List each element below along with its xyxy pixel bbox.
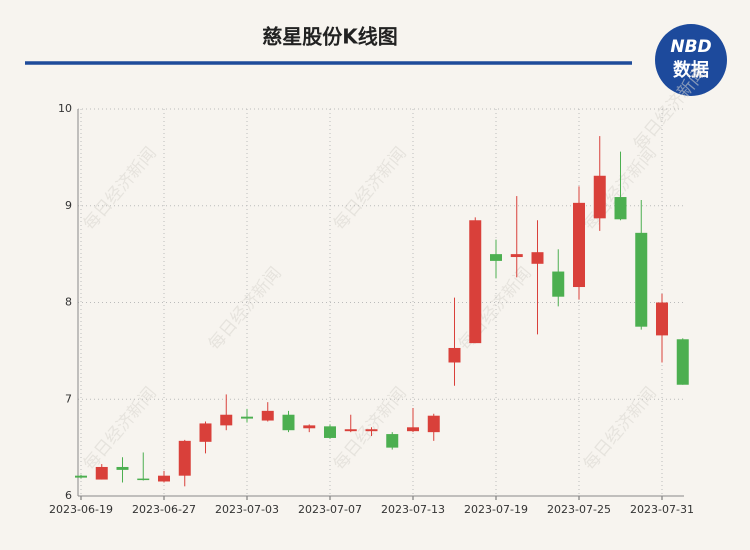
x-tick-label: 2023-07-19	[464, 503, 528, 516]
candle-body	[635, 232, 648, 327]
candle-body	[510, 254, 523, 258]
candle-body	[656, 302, 668, 336]
y-tick-label: 7	[65, 392, 72, 405]
candle-body	[282, 414, 295, 431]
candle-body	[552, 271, 565, 297]
x-tick-label: 2023-07-07	[298, 503, 362, 516]
candle-body	[75, 475, 87, 478]
candle-body	[116, 466, 129, 470]
candle-body	[407, 427, 419, 432]
candle-body	[531, 252, 544, 264]
candle-body	[448, 347, 461, 363]
y-tick-label: 8	[65, 296, 72, 309]
logo-circle	[655, 24, 727, 96]
x-tick-label: 2023-07-03	[215, 503, 279, 516]
candle-body	[241, 416, 253, 419]
y-tick-label: 10	[58, 102, 72, 115]
y-tick-label: 6	[65, 489, 72, 502]
candle-body	[344, 429, 357, 432]
candle-body	[178, 440, 191, 476]
candle-body	[573, 202, 585, 288]
candle-body	[469, 220, 482, 344]
x-tick-label: 2023-07-31	[630, 503, 694, 516]
candle-body	[386, 434, 399, 448]
candle-body	[303, 425, 316, 429]
candle-body	[490, 254, 502, 261]
candle-body	[199, 423, 212, 442]
candle-body	[158, 475, 170, 482]
candle-body	[427, 415, 440, 433]
candle-body	[365, 429, 378, 432]
logo-top: NBD	[670, 37, 711, 57]
candle-body	[614, 197, 627, 220]
candle-body	[137, 478, 150, 481]
chart-title: 慈星股份K线图	[262, 25, 398, 49]
x-tick-label: 2023-06-19	[49, 503, 113, 516]
y-tick-label: 9	[65, 199, 72, 212]
candle-body	[95, 466, 108, 480]
logo-bottom: 数据	[673, 59, 709, 81]
x-tick-label: 2023-07-13	[381, 503, 445, 516]
x-tick-label: 2023-07-25	[547, 503, 611, 516]
x-tick-label: 2023-06-27	[132, 503, 196, 516]
candle-body	[676, 339, 689, 385]
candle-body	[593, 175, 606, 219]
candle-body	[261, 410, 274, 421]
candle-body	[324, 426, 336, 438]
candle-body	[220, 414, 233, 426]
